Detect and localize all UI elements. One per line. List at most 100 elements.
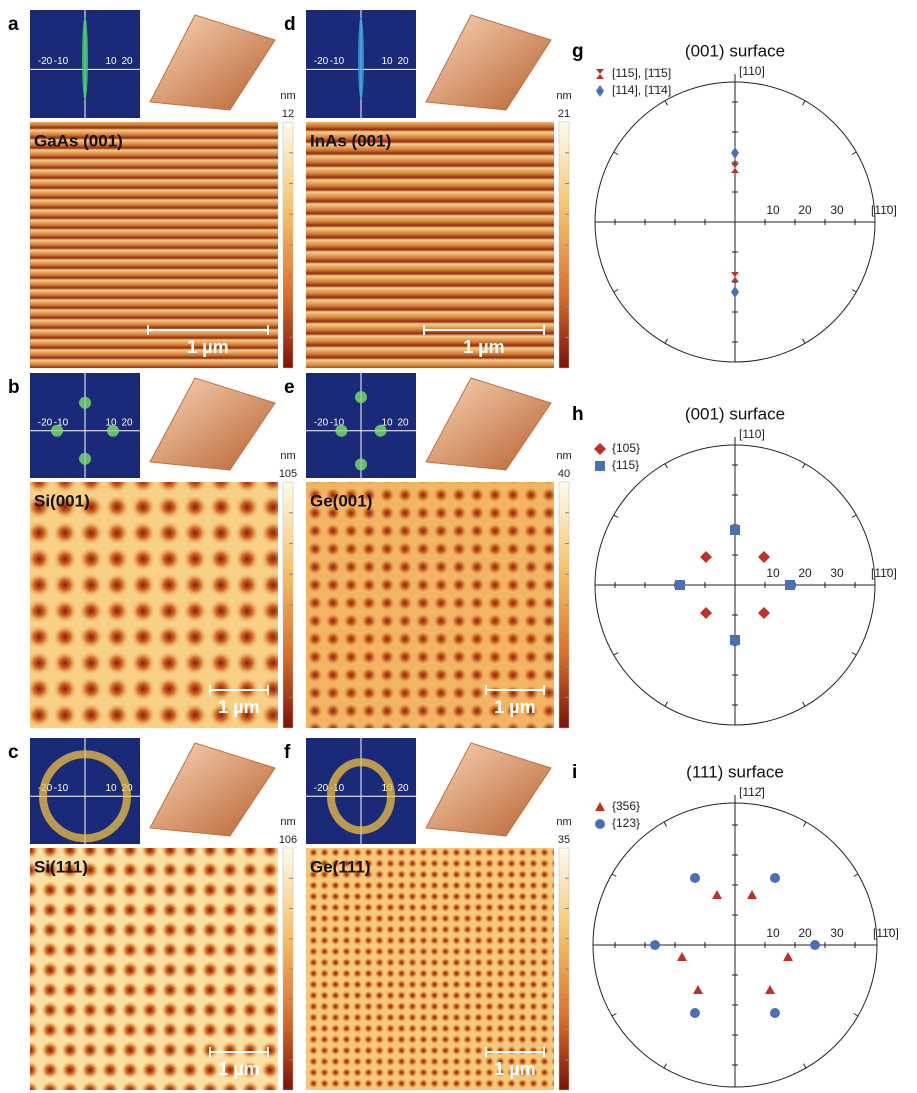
rim-tick (804, 822, 807, 826)
rim-tick (803, 702, 806, 706)
sample-label: Si(111) (34, 857, 88, 876)
colorbar-max: 35 (558, 834, 570, 846)
afm-image (30, 122, 278, 368)
fft-tick-label: -10 (54, 783, 69, 794)
scale-bar-label: 1 µm (218, 697, 259, 717)
rim-tick (852, 515, 856, 518)
pole-marker (730, 635, 740, 645)
pole-marker (700, 607, 712, 619)
colorbar-max: 12 (282, 108, 294, 120)
pole-marker (765, 985, 775, 994)
topography-3d (426, 743, 551, 836)
pole-marker (594, 443, 606, 455)
scale-bar-label: 1 µm (494, 1059, 535, 1079)
fft-spot (358, 18, 364, 100)
colorbar-unit: nm (280, 816, 295, 828)
pole-marker (783, 952, 793, 961)
axis-tick-label: 10 (766, 203, 780, 217)
pole-marker (770, 873, 780, 883)
colorbar-unit: nm (280, 90, 295, 102)
pole-marker (747, 890, 757, 899)
fft-spot (79, 397, 91, 409)
axis-tick-label: 20 (798, 926, 812, 940)
axis-label-right: [11̄0] (871, 203, 897, 217)
axis-tick-label: 10 (766, 566, 780, 580)
rim-tick (612, 1014, 616, 1017)
sample-label: InAs (001) (310, 131, 391, 150)
scale-bar-label: 1 µm (494, 697, 535, 717)
fft-tick-label: 20 (397, 417, 409, 428)
afm-image (306, 482, 554, 728)
legend-label: {115} (612, 458, 639, 472)
rim-tick (804, 1064, 807, 1068)
sample-label: Si(001) (34, 491, 90, 510)
fft-tick-label: -20 (314, 56, 329, 67)
rim-tick (852, 290, 856, 293)
colorbar-max: 106 (279, 834, 297, 846)
pole-marker (712, 890, 722, 899)
afm-image (306, 848, 554, 1090)
pole-marker (785, 580, 795, 590)
axis-tick-label: 30 (830, 203, 844, 217)
fft-tick-label: -20 (38, 417, 53, 428)
axis-label-top: [110] (739, 64, 765, 78)
afm-image (30, 482, 278, 728)
sample-label: Ge(001) (310, 491, 372, 510)
stereo-title: (001) surface (685, 41, 785, 60)
pole-marker (690, 873, 700, 883)
panel-letter: b (8, 377, 20, 398)
rim-tick (665, 339, 668, 343)
legend-label: {105} (612, 441, 640, 455)
legend-label: [114], [1̄1̄4] (612, 83, 671, 97)
topography-3d (150, 378, 275, 470)
axis-tick-label: 30 (830, 566, 844, 580)
pole-marker (731, 272, 739, 282)
pole-marker (595, 819, 605, 829)
scale-bar-label: 1 µm (218, 1059, 259, 1079)
colorbar-unit: nm (556, 450, 571, 462)
rim-tick (665, 101, 668, 105)
pole-marker (693, 985, 703, 994)
afm-image (306, 122, 554, 368)
fft-tick-label: 20 (397, 56, 409, 67)
pole-marker (650, 940, 660, 950)
pole-marker (595, 802, 605, 811)
rim-tick (664, 822, 667, 826)
fft-tick-label: -10 (54, 56, 69, 67)
pole-marker (770, 1008, 780, 1018)
pole-marker (700, 551, 712, 563)
pole-marker (758, 607, 770, 619)
axis-tick-label: 20 (798, 566, 812, 580)
scale-bar-label: 1 µm (187, 337, 228, 357)
panel-letter: h (572, 404, 584, 425)
fft-tick-label: 20 (121, 56, 133, 67)
axis-tick-label: 20 (798, 203, 812, 217)
pole-marker (596, 69, 604, 79)
fft-tick-label: -20 (38, 56, 53, 67)
rim-tick (665, 464, 668, 468)
topography-3d (150, 15, 275, 110)
fft-spot (335, 425, 347, 437)
fft-tick-label: -10 (330, 56, 345, 67)
rim-tick (803, 101, 806, 105)
panel-letter: i (572, 762, 577, 783)
pole-marker (677, 952, 687, 961)
fft-spot (107, 425, 119, 437)
panel-letter: a (8, 14, 19, 35)
colorbar-max: 21 (558, 108, 570, 120)
rim-tick (665, 702, 668, 706)
sample-label: GaAs (001) (34, 131, 123, 150)
fft-tick-label: -20 (314, 783, 329, 794)
rim-tick (852, 653, 856, 656)
rim-tick (612, 874, 616, 877)
pole-marker (731, 163, 739, 173)
rim-tick (803, 464, 806, 468)
legend-label: {356} (612, 799, 640, 813)
axis-tick-label: 30 (830, 926, 844, 940)
pole-marker (731, 286, 739, 298)
pole-marker (675, 580, 685, 590)
fft-tick-label: 10 (105, 783, 117, 794)
fft-tick-label: 20 (121, 417, 133, 428)
pole-marker (758, 551, 770, 563)
rim-tick (803, 339, 806, 343)
